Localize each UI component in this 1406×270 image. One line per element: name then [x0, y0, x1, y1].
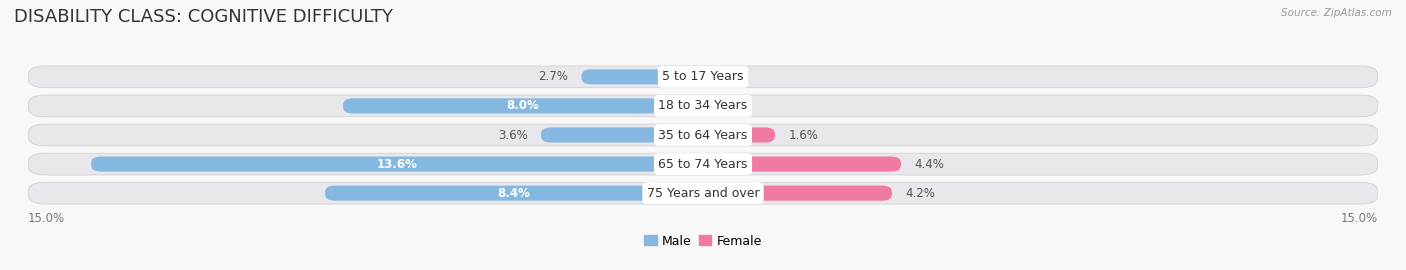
Text: 8.4%: 8.4% [498, 187, 530, 200]
FancyBboxPatch shape [343, 98, 703, 113]
FancyBboxPatch shape [91, 157, 703, 172]
Text: 0.0%: 0.0% [717, 99, 747, 112]
Text: Source: ZipAtlas.com: Source: ZipAtlas.com [1281, 8, 1392, 18]
Text: 4.2%: 4.2% [905, 187, 935, 200]
Text: 18 to 34 Years: 18 to 34 Years [658, 99, 748, 112]
FancyBboxPatch shape [28, 182, 1378, 204]
Text: 65 to 74 Years: 65 to 74 Years [658, 158, 748, 171]
FancyBboxPatch shape [703, 127, 775, 143]
Text: 13.6%: 13.6% [377, 158, 418, 171]
Text: 5 to 17 Years: 5 to 17 Years [662, 70, 744, 83]
FancyBboxPatch shape [28, 124, 1378, 146]
FancyBboxPatch shape [28, 153, 1378, 175]
Text: 75 Years and over: 75 Years and over [647, 187, 759, 200]
Text: 4.4%: 4.4% [914, 158, 945, 171]
Text: 35 to 64 Years: 35 to 64 Years [658, 129, 748, 141]
FancyBboxPatch shape [541, 127, 703, 143]
FancyBboxPatch shape [28, 95, 1378, 117]
Text: DISABILITY CLASS: COGNITIVE DIFFICULTY: DISABILITY CLASS: COGNITIVE DIFFICULTY [14, 8, 394, 26]
Text: 2.7%: 2.7% [538, 70, 568, 83]
FancyBboxPatch shape [703, 157, 901, 172]
Text: 1.6%: 1.6% [789, 129, 818, 141]
FancyBboxPatch shape [582, 69, 703, 85]
Text: 3.6%: 3.6% [498, 129, 527, 141]
Text: 8.0%: 8.0% [506, 99, 540, 112]
FancyBboxPatch shape [325, 185, 703, 201]
Text: 15.0%: 15.0% [1341, 212, 1378, 225]
Text: 0.0%: 0.0% [717, 70, 747, 83]
Text: 15.0%: 15.0% [28, 212, 65, 225]
Legend: Male, Female: Male, Female [640, 230, 766, 253]
FancyBboxPatch shape [703, 185, 891, 201]
FancyBboxPatch shape [28, 66, 1378, 88]
